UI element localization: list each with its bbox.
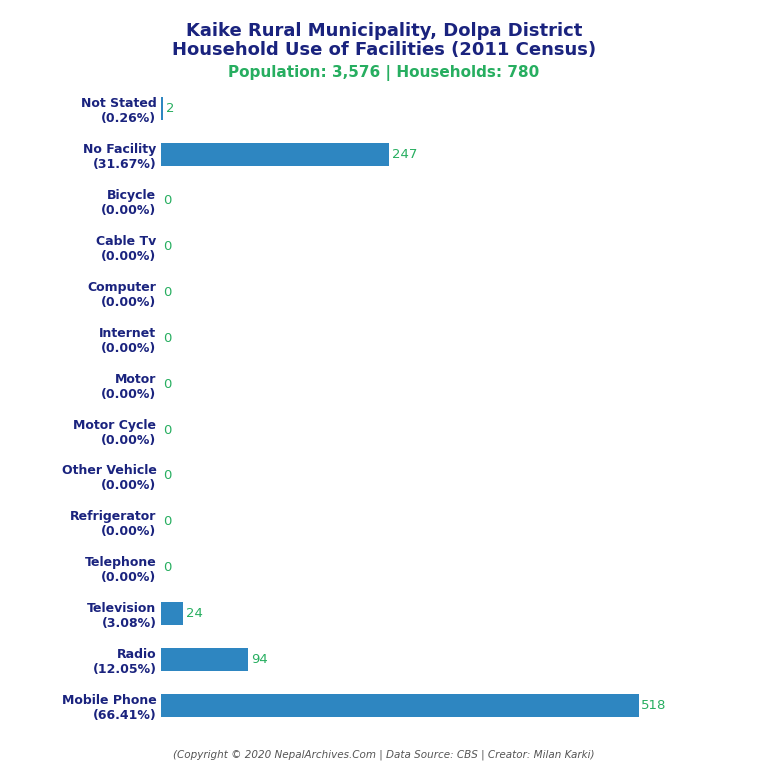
Text: Kaike Rural Municipality, Dolpa District: Kaike Rural Municipality, Dolpa District [186, 22, 582, 39]
Text: Population: 3,576 | Households: 780: Population: 3,576 | Households: 780 [228, 65, 540, 81]
Text: 0: 0 [163, 561, 171, 574]
Text: 2: 2 [166, 101, 174, 114]
Text: 0: 0 [163, 423, 171, 436]
Bar [161, 602, 184, 625]
Text: 94: 94 [250, 654, 267, 667]
Bar [161, 648, 248, 671]
Bar [161, 694, 639, 717]
Text: 0: 0 [163, 240, 171, 253]
Bar [161, 143, 389, 166]
Text: 0: 0 [163, 194, 171, 207]
Text: (Copyright © 2020 NepalArchives.Com | Data Source: CBS | Creator: Milan Karki): (Copyright © 2020 NepalArchives.Com | Da… [174, 750, 594, 760]
Text: 247: 247 [392, 147, 417, 161]
Text: 0: 0 [163, 332, 171, 345]
Bar [161, 97, 163, 120]
Text: 0: 0 [163, 286, 171, 299]
Text: 0: 0 [163, 515, 171, 528]
Text: 0: 0 [163, 469, 171, 482]
Text: 0: 0 [163, 378, 171, 391]
Text: 24: 24 [186, 607, 203, 621]
Text: 518: 518 [641, 700, 667, 713]
Text: Household Use of Facilities (2011 Census): Household Use of Facilities (2011 Census… [172, 41, 596, 59]
